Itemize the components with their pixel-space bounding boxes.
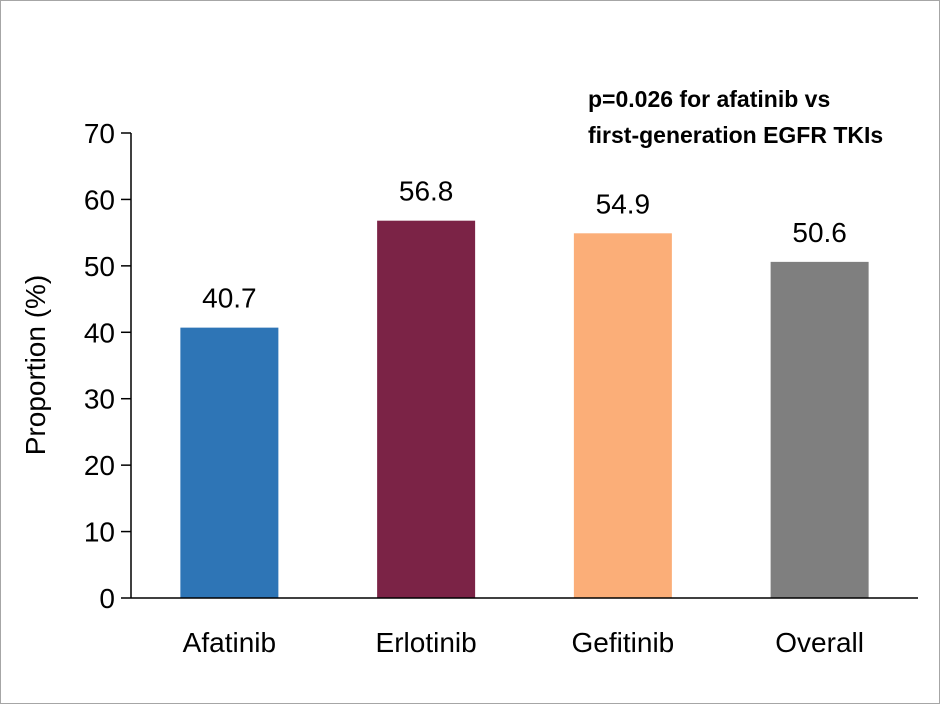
data-labels: 40.7 56.8 54.9 50.6	[202, 176, 847, 314]
annotation-line-2: first-generation EGFR TKIs	[588, 122, 883, 148]
bar-afatinib	[180, 327, 279, 598]
y-tick-label: 60	[84, 184, 115, 215]
y-tick-label: 70	[84, 118, 115, 149]
y-axis: 0 10 20 30 40 50 60 70	[84, 118, 132, 614]
x-tick-label-afatinib: Afatinib	[183, 627, 276, 658]
y-tick-label: 30	[84, 384, 115, 415]
bar-erlotinib	[377, 220, 476, 598]
y-tick-label: 10	[84, 517, 115, 548]
bars	[180, 220, 869, 599]
x-tick-label-gefitinib: Gefitinib	[572, 627, 675, 658]
y-tick-label: 0	[99, 583, 115, 614]
x-tick-label-overall: Overall	[775, 627, 864, 658]
y-tick-label: 40	[84, 317, 115, 348]
x-tick-label-erlotinib: Erlotinib	[376, 627, 477, 658]
data-label-erlotinib: 56.8	[399, 176, 454, 207]
y-tick-label: 50	[84, 251, 115, 282]
x-axis: Afatinib Erlotinib Gefitinib Overall	[131, 597, 918, 658]
data-label-gefitinib: 54.9	[596, 188, 651, 219]
bar-overall	[770, 261, 869, 598]
data-label-afatinib: 40.7	[202, 283, 257, 314]
data-label-overall: 50.6	[792, 217, 847, 248]
annotation-line-1: p=0.026 for afatinib vs	[588, 86, 830, 112]
y-tick-label: 20	[84, 450, 115, 481]
y-axis-title: Proportion (%)	[20, 275, 51, 456]
bar-gefitinib	[573, 233, 672, 599]
